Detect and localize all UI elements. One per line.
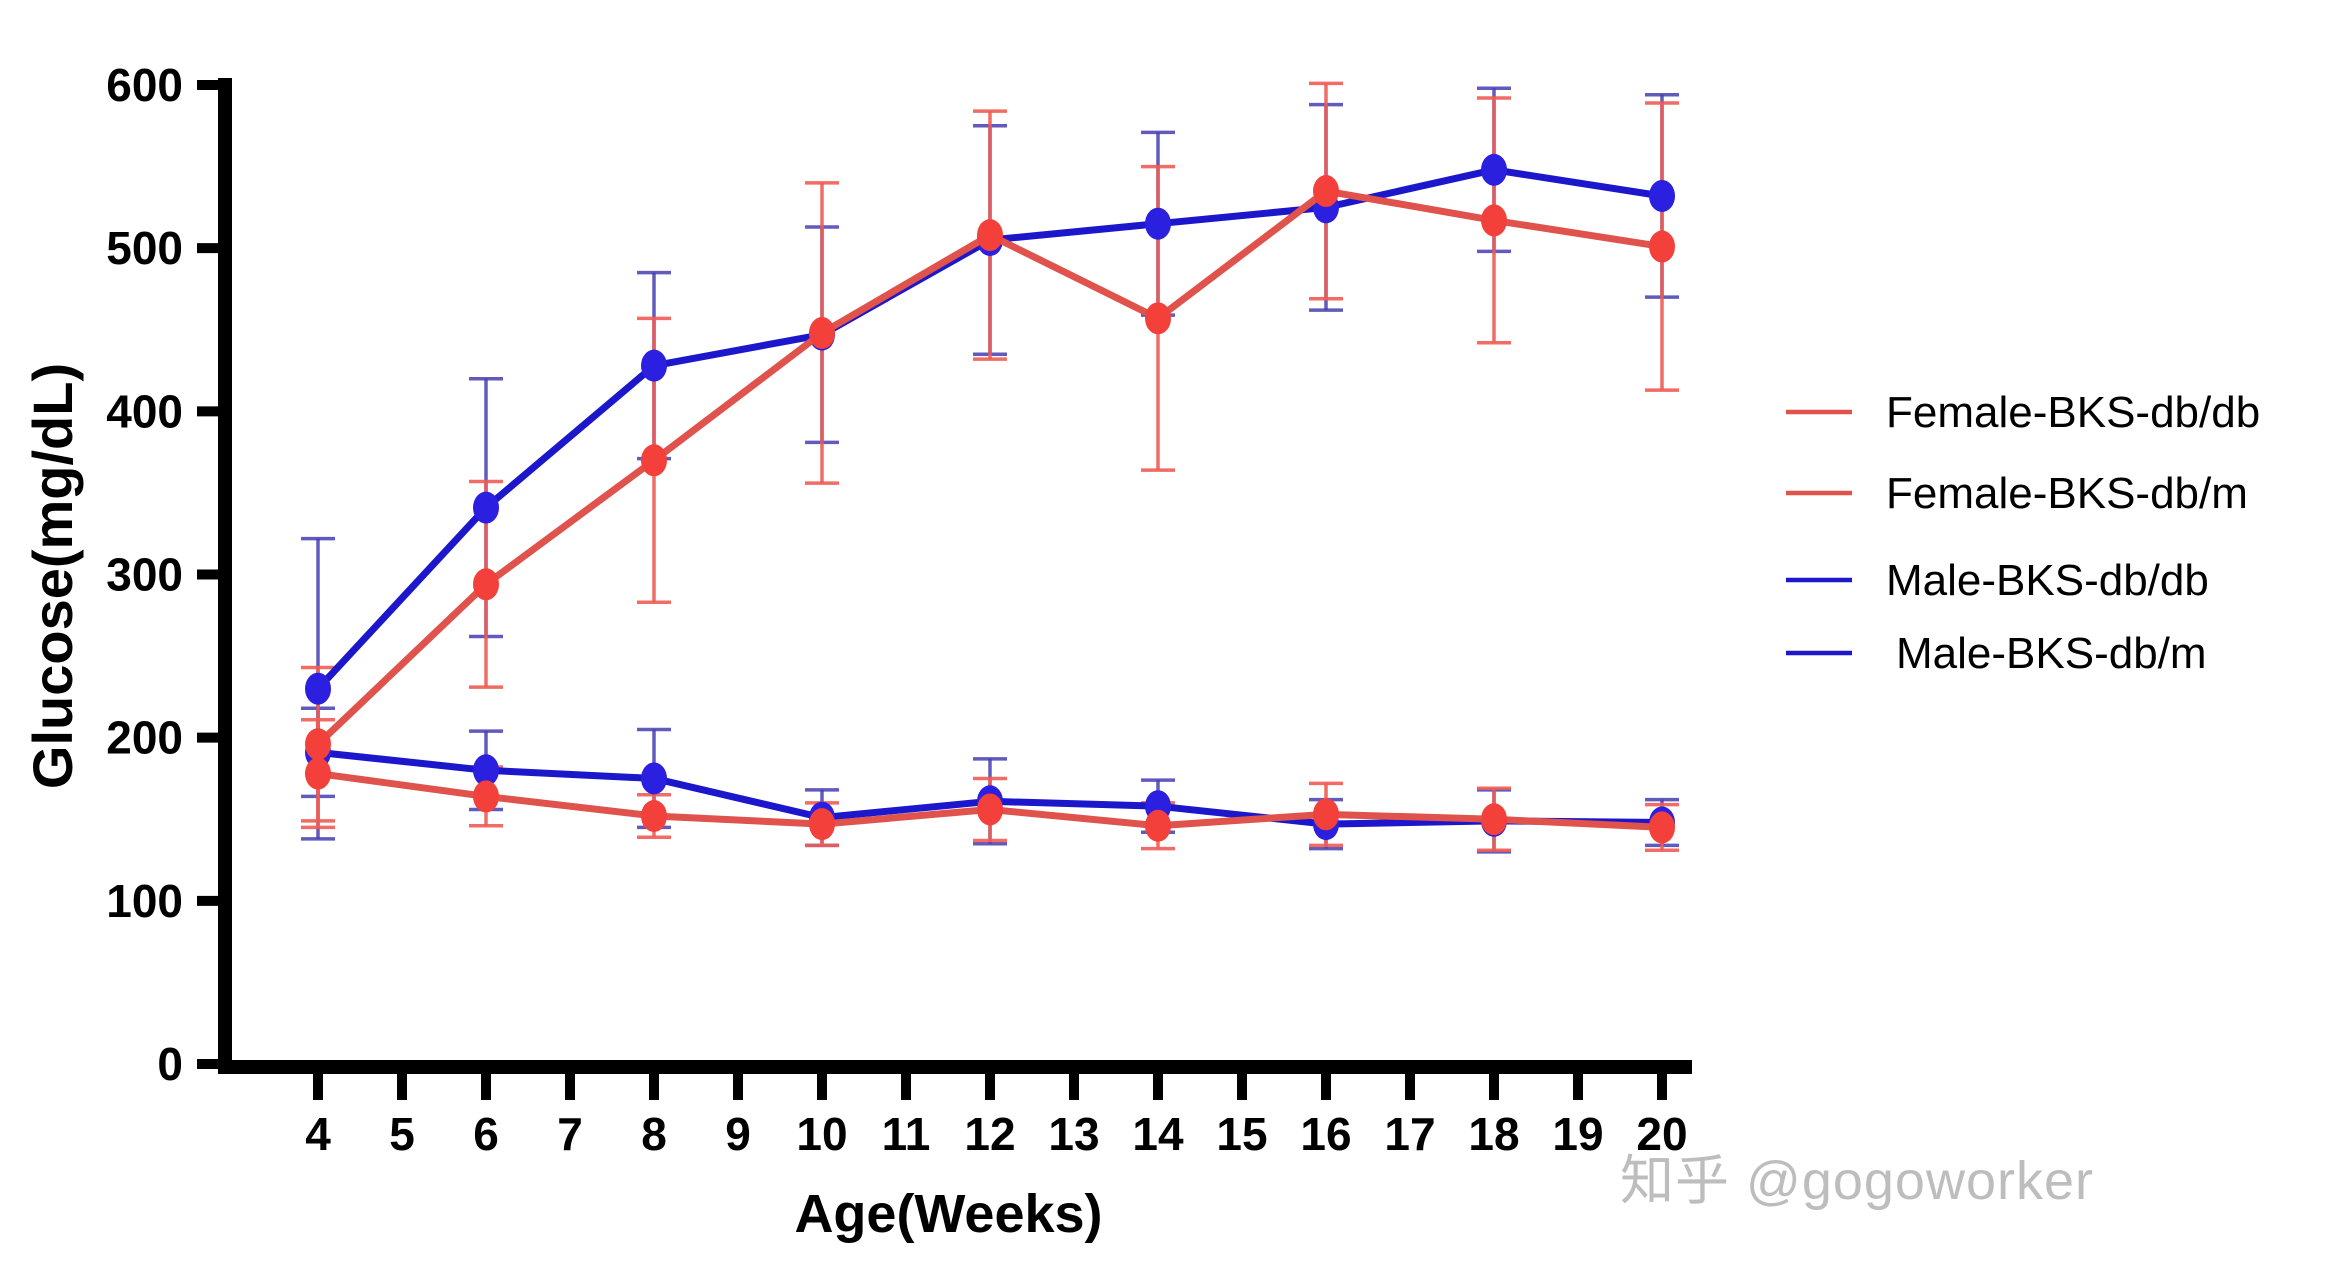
y-tick-label: 600 (106, 59, 183, 111)
errorbars-Female-BKS-db/m (301, 717, 1679, 853)
x-tick-label: 6 (473, 1108, 499, 1160)
data-point (977, 219, 1003, 252)
x-tick-label: 17 (1384, 1108, 1435, 1160)
data-point (473, 780, 499, 813)
y-tick-label: 400 (106, 385, 183, 437)
legend-item-Male-BKS-db/db: Male-BKS-db/db (1786, 556, 2209, 605)
data-point (641, 762, 667, 795)
x-axis-title: Age(Weeks) (794, 1184, 1102, 1244)
legend-label: Female-BKS-db/m (1886, 469, 2248, 518)
data-point (1145, 302, 1171, 335)
errorbars-Female-BKS-db/db (301, 81, 1679, 823)
x-tick-label: 9 (725, 1108, 751, 1160)
x-tick-label: 13 (1048, 1108, 1099, 1160)
data-point (473, 754, 499, 787)
x-tick-label: 4 (305, 1108, 331, 1160)
x-tick-label: 19 (1552, 1108, 1603, 1160)
data-point (473, 568, 499, 601)
x-tick-label: 5 (389, 1108, 415, 1160)
legend-item-Female-BKS-db/m: Female-BKS-db/m (1786, 469, 2248, 518)
series-Female-BKS-db/m (305, 757, 1675, 844)
data-point (1145, 809, 1171, 842)
series-Female-BKS-db/db (305, 175, 1675, 761)
legend-label: Male-BKS-db/m (1896, 629, 2207, 678)
data-point (473, 491, 499, 524)
x-tick-label: 11 (882, 1108, 931, 1160)
data-point (977, 793, 1003, 826)
data-point (1145, 207, 1171, 240)
y-axis-title: Glucose(mg/dL) (21, 363, 84, 789)
data-point (1481, 153, 1507, 186)
data-point (305, 672, 331, 705)
legend-item-Male-BKS-db/m: Male-BKS-db/m (1786, 629, 2207, 678)
x-tick-label: 10 (796, 1108, 847, 1160)
legend-item-Female-BKS-db/db: Female-BKS-db/db (1786, 388, 2260, 437)
data-point (641, 349, 667, 382)
x-tick-label: 7 (557, 1108, 583, 1160)
x-tick-label: 14 (1132, 1108, 1184, 1160)
x-tick-label: 12 (964, 1108, 1015, 1160)
y-tick-label: 100 (106, 875, 183, 927)
legend-label: Female-BKS-db/db (1886, 388, 2260, 437)
x-tick-label: 18 (1468, 1108, 1519, 1160)
x-tick-label: 8 (641, 1108, 667, 1160)
data-point (1313, 175, 1339, 208)
x-tick-label: 15 (1216, 1108, 1267, 1160)
data-point (1649, 811, 1675, 844)
data-point (1649, 230, 1675, 263)
y-tick-label: 200 (106, 712, 183, 764)
data-point (1481, 803, 1507, 836)
legend-label: Male-BKS-db/db (1886, 556, 2209, 605)
legend: Female-BKS-db/db Female-BKS-db/m Male-BKS-… (1786, 388, 2260, 678)
data-point (809, 317, 835, 350)
watermark: 知乎 @gogoworker (1620, 1151, 2094, 1211)
y-tick-label: 300 (106, 549, 183, 601)
data-point (641, 799, 667, 832)
data-point (809, 808, 835, 841)
x-tick-label: 16 (1300, 1108, 1351, 1160)
y-tick-label: 0 (157, 1038, 183, 1090)
data-point (1313, 798, 1339, 831)
data-point (1649, 179, 1675, 212)
data-point (305, 728, 331, 761)
data-point (1481, 204, 1507, 237)
data-point (305, 757, 331, 790)
data-point (641, 444, 667, 477)
y-tick-label: 500 (106, 222, 183, 274)
x-tick-label: 20 (1636, 1108, 1687, 1160)
